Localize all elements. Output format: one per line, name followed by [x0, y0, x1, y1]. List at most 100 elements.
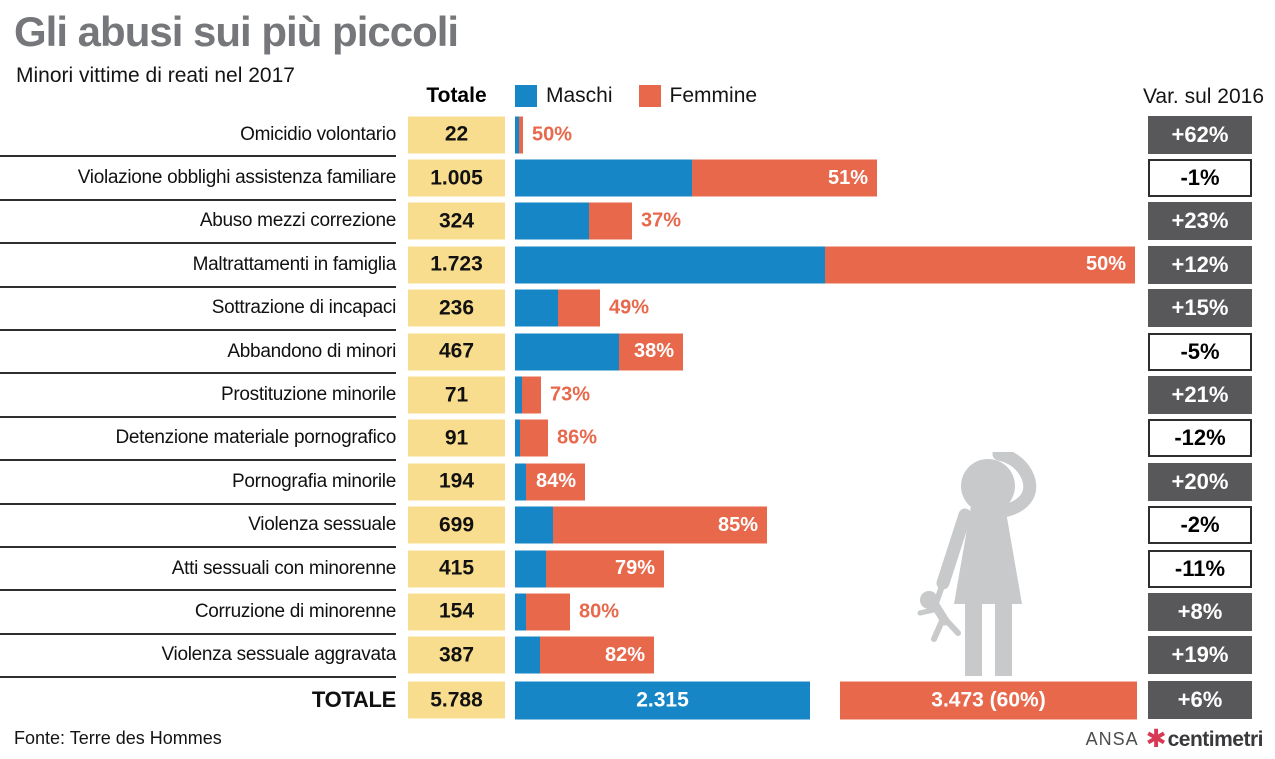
total-row-label: TOTALE [311, 687, 396, 713]
total-value-badge: 71 [408, 376, 505, 414]
total-female-value-label: 3.473 (60%) [931, 688, 1046, 712]
row-separator [0, 589, 396, 592]
stacked-bar: 85% [515, 506, 767, 544]
female-percentage-label: 73% [550, 383, 591, 406]
chart-rows: Omicidio volontario 22 50% +62% Violazio… [0, 113, 1275, 723]
total-variation-badge: +6% [1148, 681, 1252, 720]
chart-row: Abbandono di minori 467 38% -5% [0, 330, 1275, 375]
female-legend-label: Femmine [669, 84, 758, 107]
female-percentage-label: 82% [604, 643, 645, 666]
variation-badge: +62% [1148, 115, 1252, 154]
male-bar-segment [515, 376, 522, 414]
male-bar-segment [515, 289, 558, 327]
total-value-badge: 236 [408, 289, 505, 327]
variation-badge: -5% [1148, 332, 1252, 371]
total-value-badge: 154 [408, 593, 505, 631]
totale-column-header: Totale [426, 84, 487, 107]
female-bar-segment: 38% [619, 333, 683, 371]
stacked-bar: 37% [515, 202, 682, 240]
female-bar-segment: 85% [553, 506, 767, 544]
variation-badge: -12% [1148, 419, 1252, 458]
category-rows-mount: Omicidio volontario 22 50% +62% Violazio… [0, 113, 1275, 679]
variation-badge: +8% [1148, 592, 1252, 631]
female-bar-segment: 50% [825, 246, 1135, 284]
chart-row: Violazione obblighi assistenza familiare… [0, 156, 1275, 201]
row-separator [0, 285, 396, 288]
stacked-bar: 38% [515, 333, 683, 371]
row-separator [0, 155, 396, 158]
chart-row: Corruzione di minorenne 154 80% +8% [0, 590, 1275, 635]
row-separator [0, 459, 396, 462]
female-percentage-label: 84% [535, 470, 576, 493]
stacked-bar: 51% [515, 159, 877, 197]
row-separator [0, 372, 396, 375]
category-label: Corruzione di minorenne [194, 600, 396, 622]
variation-badge: -2% [1148, 506, 1252, 545]
female-bar-segment [526, 593, 570, 631]
female-bar-segment: 51% [692, 159, 877, 197]
male-bar-segment [515, 636, 540, 674]
row-separator [0, 198, 396, 201]
legend: Maschi Femmine [515, 84, 757, 108]
stacked-bar: 50% [515, 246, 1135, 284]
category-label: Sottrazione di incapaci [211, 297, 397, 319]
centimetri-asterisk-icon: ✱ [1145, 725, 1167, 753]
female-bar-segment: 79% [546, 550, 664, 588]
male-bar-segment [515, 419, 520, 457]
variation-badge: +20% [1148, 462, 1252, 501]
female-bar-segment: 82% [540, 636, 654, 674]
male-bar-segment [515, 506, 553, 544]
female-percentage-label: 38% [633, 340, 674, 363]
female-percentage-label: 37% [641, 209, 682, 232]
total-male-bar: 2.315 [515, 681, 810, 720]
stacked-bar: 79% [515, 550, 664, 588]
stacked-bar: 50% [515, 116, 572, 154]
row-separator [0, 502, 396, 505]
variation-column-header: Var. sul 2016 [1142, 85, 1264, 108]
category-label: Abbandono di minori [227, 340, 396, 362]
female-bar-segment [519, 116, 523, 154]
total-value-badge: 1.723 [408, 246, 505, 284]
category-label: Violazione obblighi assistenza familiare [77, 167, 397, 189]
chart-row: Maltrattamenti in famiglia 1.723 50% +12… [0, 243, 1275, 288]
chart-row: Violenza sessuale aggravata 387 82% +19% [0, 634, 1275, 679]
child-silhouette-graphic [917, 452, 1037, 676]
row-separator [0, 632, 396, 635]
stacked-bar: 84% [515, 463, 585, 501]
male-bar-segment [515, 246, 825, 284]
ansa-centimetri-credit: ANSA ✱ centimetri [1086, 725, 1264, 753]
total-value-badge: 1.005 [408, 159, 505, 197]
row-separator [0, 415, 396, 418]
male-bar-segment [515, 202, 589, 240]
chart-row: Omicidio volontario 22 50% +62% [0, 113, 1275, 158]
female-bar-segment: 84% [526, 463, 585, 501]
category-label: Omicidio volontario [240, 123, 396, 145]
female-percentage-label: 50% [1085, 253, 1126, 276]
variation-badge: -11% [1148, 549, 1252, 588]
female-bar-segment [520, 419, 548, 457]
chart-row: Atti sessuali con minorenne 415 79% -11% [0, 547, 1275, 592]
total-value-badge: 387 [408, 636, 505, 674]
centimetri-wordmark: centimetri [1167, 727, 1264, 751]
total-row-value-badge: 5.788 [408, 681, 505, 719]
female-bar-segment [558, 289, 600, 327]
chart-row: Violenza sessuale 699 85% -2% [0, 504, 1275, 548]
total-male-value-label: 2.315 [636, 688, 689, 712]
variation-badge: +12% [1148, 245, 1252, 284]
chart-row: Abuso mezzi correzione 324 37% +23% [0, 200, 1275, 245]
category-label: Detenzione materiale pornografico [115, 427, 396, 449]
page-title: Gli abusi sui più piccoli [14, 8, 459, 55]
category-label: Violenza sessuale aggravata [161, 644, 397, 666]
page-subtitle: Minori vittime di reati nel 2017 [16, 64, 295, 87]
total-row: TOTALE 5.788 2.315 3.473 (60%) +6% [0, 677, 1275, 723]
female-bar-segment [589, 202, 632, 240]
variation-badge: +19% [1148, 636, 1252, 675]
stacked-bar: 73% [515, 376, 591, 414]
total-value-badge: 699 [408, 506, 505, 544]
male-bar-segment [515, 116, 519, 154]
total-value-badge: 415 [408, 550, 505, 588]
variation-badge: +23% [1148, 202, 1252, 241]
female-legend-swatch [638, 85, 661, 107]
total-value-badge: 194 [408, 463, 505, 501]
